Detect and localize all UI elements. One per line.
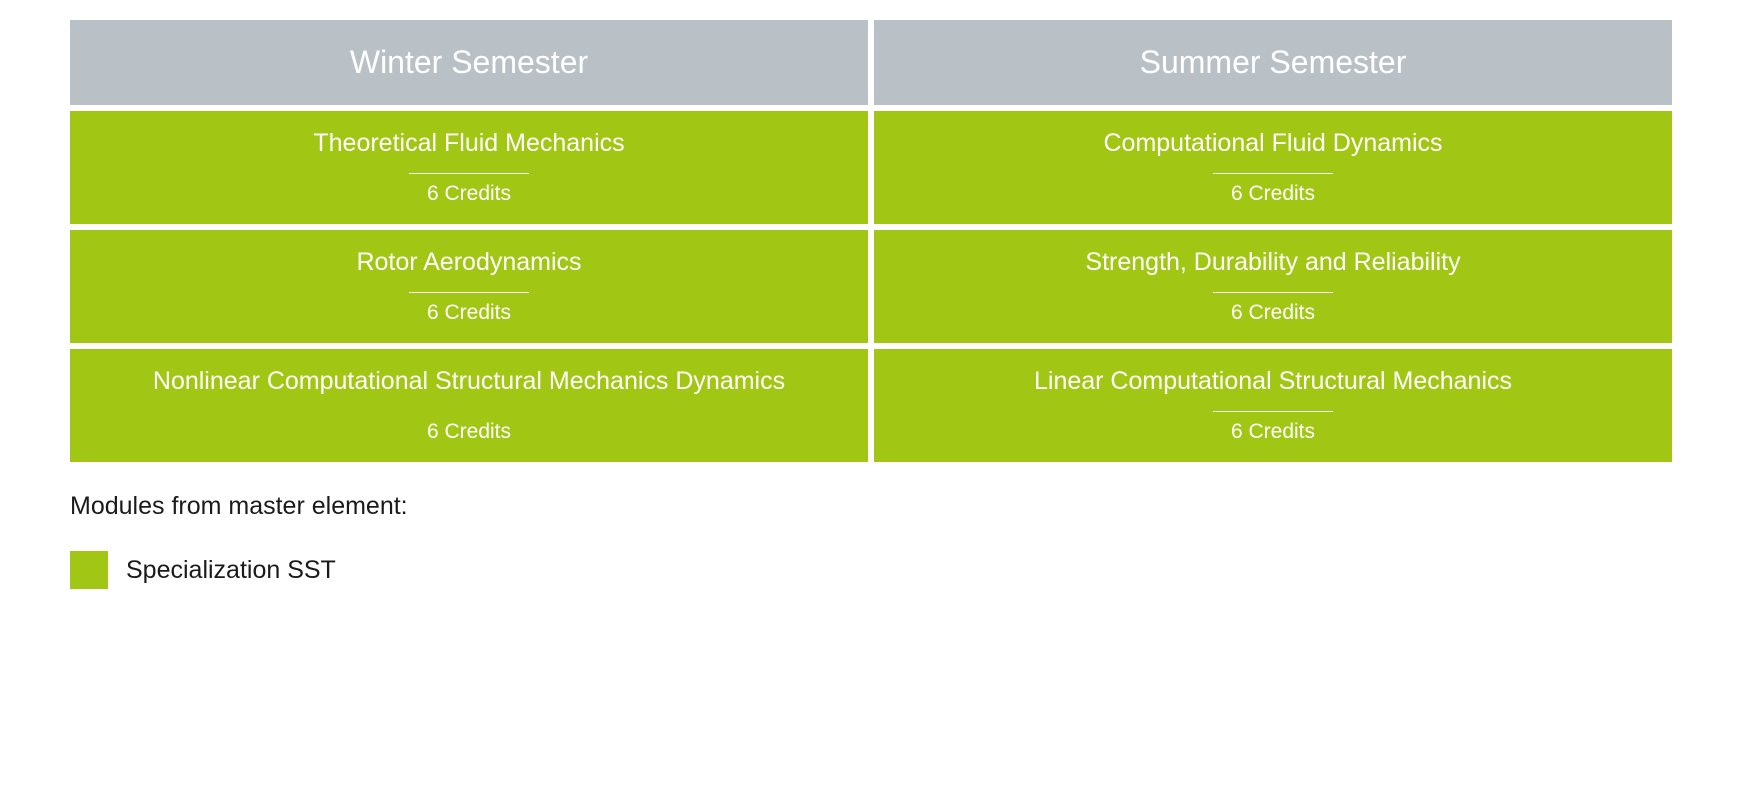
module-cell: Computational Fluid Dynamics 6 Credits bbox=[874, 111, 1672, 224]
table-row: Theoretical Fluid Mechanics 6 Credits Co… bbox=[70, 111, 1672, 224]
module-title: Linear Computational Structural Mechanic… bbox=[1034, 365, 1512, 399]
module-title: Nonlinear Computational Structural Mecha… bbox=[153, 365, 785, 399]
module-credits: 6 Credits bbox=[427, 182, 511, 206]
module-title: Theoretical Fluid Mechanics bbox=[313, 127, 624, 161]
module-table: Winter Semester Summer Semester Theoreti… bbox=[70, 20, 1672, 462]
divider bbox=[1213, 292, 1333, 293]
divider bbox=[1213, 411, 1333, 412]
footer-label: Modules from master element: bbox=[70, 492, 1672, 521]
legend-swatch bbox=[70, 551, 108, 589]
legend: Specialization SST bbox=[70, 551, 1672, 589]
divider bbox=[409, 173, 529, 174]
module-title: Rotor Aerodynamics bbox=[356, 246, 581, 280]
legend-label: Specialization SST bbox=[126, 556, 336, 585]
table-header-row: Winter Semester Summer Semester bbox=[70, 20, 1672, 105]
module-cell: Linear Computational Structural Mechanic… bbox=[874, 349, 1672, 463]
divider bbox=[409, 292, 529, 293]
module-cell: Nonlinear Computational Structural Mecha… bbox=[70, 349, 868, 463]
module-credits: 6 Credits bbox=[1231, 182, 1315, 206]
module-title: Strength, Durability and Reliability bbox=[1085, 246, 1460, 280]
module-credits: 6 Credits bbox=[1231, 301, 1315, 325]
module-cell: Rotor Aerodynamics 6 Credits bbox=[70, 230, 868, 343]
module-credits: 6 Credits bbox=[427, 420, 511, 444]
module-cell: Theoretical Fluid Mechanics 6 Credits bbox=[70, 111, 868, 224]
module-cell: Strength, Durability and Reliability 6 C… bbox=[874, 230, 1672, 343]
divider bbox=[1213, 173, 1333, 174]
header-winter: Winter Semester bbox=[70, 20, 868, 105]
header-summer: Summer Semester bbox=[874, 20, 1672, 105]
table-row: Rotor Aerodynamics 6 Credits Strength, D… bbox=[70, 230, 1672, 343]
module-title: Computational Fluid Dynamics bbox=[1103, 127, 1442, 161]
table-row: Nonlinear Computational Structural Mecha… bbox=[70, 349, 1672, 463]
module-credits: 6 Credits bbox=[427, 301, 511, 325]
module-credits: 6 Credits bbox=[1231, 420, 1315, 444]
